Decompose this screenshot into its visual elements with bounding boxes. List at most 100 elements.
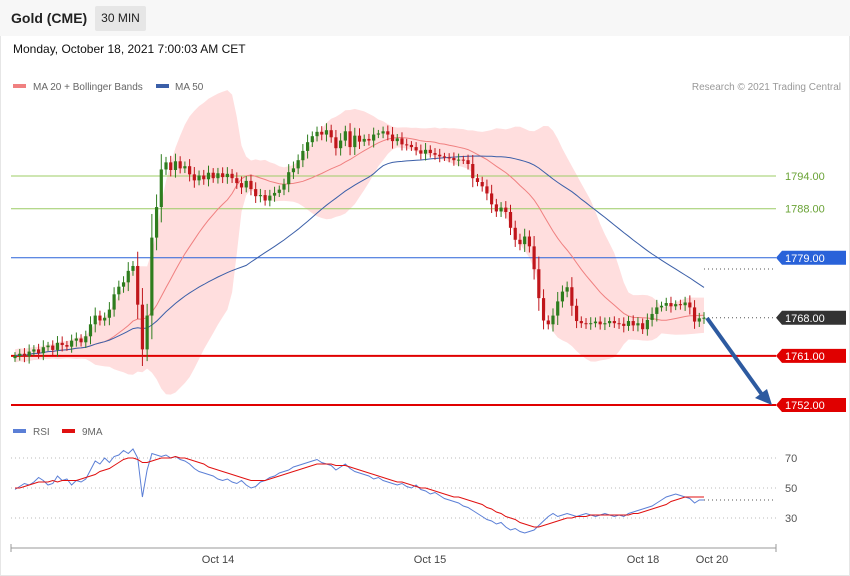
pivot-label-tag-1779.00 — [776, 250, 846, 265]
candle-body — [537, 269, 541, 299]
candle-body — [674, 304, 678, 307]
candle-body — [669, 303, 673, 307]
candle — [263, 190, 267, 206]
candle — [60, 336, 64, 352]
candle — [471, 155, 475, 188]
candle — [277, 185, 281, 197]
candle — [216, 167, 220, 184]
pivot-label-1779.00: 1779.00 — [785, 253, 825, 265]
candle-body — [230, 173, 234, 179]
rsi-ma-line — [15, 455, 704, 528]
candle-body — [523, 236, 527, 245]
candle — [702, 312, 706, 324]
legend-rsi-label: RSI — [33, 427, 50, 438]
rsi-tick-label-30: 30 — [785, 513, 797, 525]
candle-body — [508, 211, 513, 228]
candle-body — [598, 321, 602, 325]
candle-body — [664, 303, 668, 306]
candle-body — [400, 138, 404, 145]
candle-body — [678, 304, 683, 306]
candle — [381, 126, 385, 139]
candle — [51, 340, 55, 356]
candle-body — [428, 149, 432, 154]
candle — [173, 153, 178, 178]
legend-ma50-swatch — [156, 84, 169, 88]
candle-body — [13, 355, 17, 359]
candle-body — [466, 160, 470, 165]
candle — [438, 148, 442, 163]
candle-body — [532, 246, 536, 270]
candle — [98, 310, 102, 326]
candle — [339, 133, 343, 156]
candle — [65, 340, 69, 351]
candle-body — [107, 309, 111, 318]
candle — [494, 198, 498, 217]
candle — [79, 334, 83, 347]
candle-body — [551, 315, 555, 325]
candle — [508, 204, 513, 236]
candle-body — [617, 323, 621, 325]
candle — [664, 297, 668, 312]
candle — [221, 167, 225, 184]
candle — [197, 170, 201, 186]
candle-body — [527, 236, 531, 247]
candle — [622, 317, 626, 333]
candle-body — [645, 319, 649, 330]
candle — [669, 296, 673, 313]
candle — [202, 169, 206, 185]
candle — [169, 155, 173, 177]
ma20-line — [14, 136, 705, 357]
candle-body — [296, 160, 300, 169]
candle-body — [145, 315, 149, 350]
candle-body — [225, 173, 229, 178]
candle — [636, 317, 640, 332]
candle-body — [442, 156, 447, 158]
moving-averages-layer — [14, 136, 705, 357]
candle-body — [608, 321, 612, 324]
candle-body — [55, 342, 60, 350]
forecast-arrow-layer — [705, 316, 772, 405]
candle-body — [324, 130, 329, 135]
candle — [117, 280, 121, 301]
candle — [395, 133, 399, 146]
candle — [688, 295, 692, 315]
candle-body — [390, 134, 395, 142]
candle — [683, 296, 687, 311]
instrument-title: Gold (CME) — [11, 10, 88, 26]
candle — [645, 313, 649, 336]
candle-body — [631, 321, 635, 326]
candle-body — [117, 286, 121, 295]
candle — [579, 316, 583, 328]
candle-body — [272, 192, 277, 196]
candle-body — [93, 315, 97, 325]
candle — [419, 144, 423, 160]
rsi-line — [14, 448, 704, 534]
candle — [584, 318, 588, 329]
candle-body — [419, 150, 423, 154]
timeframe-badge[interactable]: 30 MIN — [95, 6, 146, 31]
candle-body — [258, 195, 262, 197]
candle — [475, 173, 480, 187]
candle — [504, 201, 508, 219]
candle-body — [268, 195, 272, 201]
candle-body — [136, 265, 140, 305]
candle — [183, 161, 187, 174]
forecast-arrow-head — [755, 389, 772, 405]
candle-body — [348, 131, 352, 148]
candle-body — [249, 180, 253, 190]
candle — [480, 176, 484, 192]
candle — [428, 145, 432, 158]
candle — [107, 302, 111, 326]
candle-body — [367, 138, 371, 141]
candle-body — [541, 298, 546, 321]
support-label-1752.00: 1752.00 — [785, 400, 825, 412]
candle-body — [169, 162, 173, 171]
candle — [447, 153, 451, 163]
candle — [131, 261, 135, 276]
candle-body — [556, 301, 560, 316]
candle-body — [121, 282, 126, 287]
candle-body — [154, 207, 159, 238]
candle — [13, 352, 17, 362]
candle-body — [211, 172, 215, 179]
candle — [442, 152, 447, 162]
